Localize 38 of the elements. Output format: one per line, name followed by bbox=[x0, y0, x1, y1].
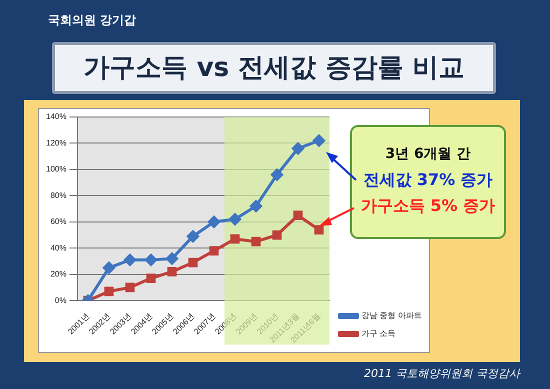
point bbox=[186, 230, 199, 242]
y-tick-label: 40% bbox=[50, 243, 66, 252]
chart-subtitle: 국회의원 강기갑 bbox=[48, 12, 136, 29]
legend-label: 강남 중형 아파트 bbox=[362, 311, 422, 320]
point bbox=[209, 246, 219, 256]
point bbox=[228, 213, 241, 226]
legend-label: 가구 소득 bbox=[362, 329, 396, 338]
point bbox=[208, 216, 220, 228]
point bbox=[313, 134, 325, 147]
y-tick-label: 140% bbox=[46, 112, 66, 122]
point bbox=[230, 234, 240, 244]
point bbox=[102, 262, 115, 274]
point bbox=[166, 252, 178, 265]
y-tick-label: 20% bbox=[50, 270, 66, 279]
text: 가구소득 5% 증가 bbox=[360, 195, 496, 217]
point bbox=[124, 254, 136, 266]
y-tick-label: 100% bbox=[46, 164, 66, 174]
point bbox=[250, 200, 262, 212]
point bbox=[188, 258, 198, 268]
point bbox=[104, 286, 114, 296]
y-tick-label: 0% bbox=[54, 296, 66, 305]
point bbox=[251, 236, 261, 246]
y-tick-label: 60% bbox=[50, 217, 66, 226]
point bbox=[292, 142, 304, 154]
point bbox=[125, 282, 135, 292]
point bbox=[144, 254, 157, 266]
point bbox=[270, 168, 283, 181]
text: 전세값 37% 증가 bbox=[362, 169, 494, 191]
chart-title: 가구소득 vs 전세값 증감률 비교 bbox=[52, 42, 496, 94]
point bbox=[272, 230, 282, 240]
point bbox=[293, 210, 303, 220]
point bbox=[167, 267, 177, 276]
point bbox=[146, 274, 156, 283]
y-tick-label: 120% bbox=[46, 138, 66, 148]
y-tick-label: 80% bbox=[50, 190, 66, 200]
text: 2011 국토해양위원회 국정감사 bbox=[364, 366, 520, 381]
text: 3년 6개월 간 bbox=[384, 145, 472, 164]
point bbox=[314, 225, 324, 234]
